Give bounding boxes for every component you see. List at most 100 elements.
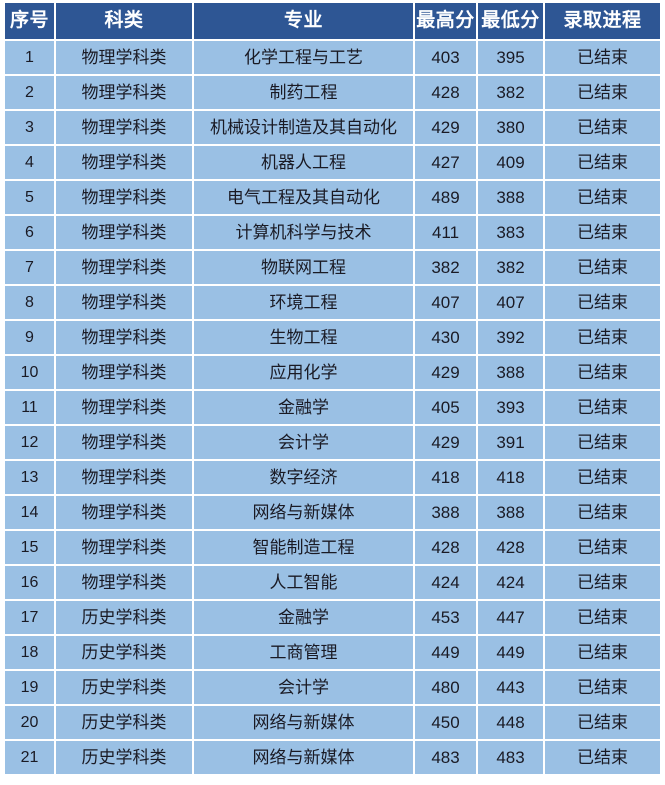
cell-major: 会计学 (194, 671, 415, 706)
cell-highest-score: 489 (415, 181, 478, 216)
cell-category: 历史学科类 (56, 636, 194, 671)
admissions-results-table: 序号 科类 专业 最高分 最低分 录取进程 1 物理学科类 化学工程与工艺 403 39… (5, 3, 660, 774)
cell-lowest-score: 395 (478, 41, 545, 76)
cell-major: 数字经济 (194, 461, 415, 496)
cell-index: 1 (5, 41, 56, 76)
cell-index: 4 (5, 146, 56, 181)
table-row: 6 物理学科类 计算机科学与技术 411 383 已结束 (5, 216, 660, 251)
cell-lowest-score: 391 (478, 426, 545, 461)
cell-major: 人工智能 (194, 566, 415, 601)
table-header-row: 序号 科类 专业 最高分 最低分 录取进程 (5, 3, 660, 41)
cell-category: 物理学科类 (56, 181, 194, 216)
cell-major: 应用化学 (194, 356, 415, 391)
cell-category: 历史学科类 (56, 741, 194, 774)
cell-lowest-score: 424 (478, 566, 545, 601)
cell-index: 8 (5, 286, 56, 321)
cell-category: 物理学科类 (56, 251, 194, 286)
cell-lowest-score: 428 (478, 531, 545, 566)
cell-lowest-score: 382 (478, 76, 545, 111)
cell-status: 已结束 (545, 461, 660, 496)
cell-highest-score: 429 (415, 356, 478, 391)
cell-major: 金融学 (194, 391, 415, 426)
cell-category: 物理学科类 (56, 41, 194, 76)
cell-major: 网络与新媒体 (194, 741, 415, 774)
cell-lowest-score: 418 (478, 461, 545, 496)
cell-category: 物理学科类 (56, 76, 194, 111)
cell-highest-score: 411 (415, 216, 478, 251)
cell-status: 已结束 (545, 636, 660, 671)
cell-highest-score: 427 (415, 146, 478, 181)
cell-index: 21 (5, 741, 56, 774)
cell-major: 会计学 (194, 426, 415, 461)
cell-lowest-score: 383 (478, 216, 545, 251)
cell-major: 金融学 (194, 601, 415, 636)
table-row: 9 物理学科类 生物工程 430 392 已结束 (5, 321, 660, 356)
cell-lowest-score: 388 (478, 496, 545, 531)
cell-index: 13 (5, 461, 56, 496)
cell-status: 已结束 (545, 216, 660, 251)
cell-lowest-score: 393 (478, 391, 545, 426)
cell-major: 物联网工程 (194, 251, 415, 286)
cell-index: 10 (5, 356, 56, 391)
cell-category: 物理学科类 (56, 391, 194, 426)
cell-status: 已结束 (545, 111, 660, 146)
table-row: 13 物理学科类 数字经济 418 418 已结束 (5, 461, 660, 496)
cell-status: 已结束 (545, 706, 660, 741)
cell-highest-score: 453 (415, 601, 478, 636)
cell-major: 生物工程 (194, 321, 415, 356)
table-row: 19 历史学科类 会计学 480 443 已结束 (5, 671, 660, 706)
cell-index: 14 (5, 496, 56, 531)
cell-highest-score: 388 (415, 496, 478, 531)
cell-status: 已结束 (545, 426, 660, 461)
cell-major: 智能制造工程 (194, 531, 415, 566)
cell-index: 19 (5, 671, 56, 706)
cell-index: 2 (5, 76, 56, 111)
cell-lowest-score: 392 (478, 321, 545, 356)
cell-highest-score: 480 (415, 671, 478, 706)
cell-index: 7 (5, 251, 56, 286)
cell-index: 15 (5, 531, 56, 566)
cell-highest-score: 449 (415, 636, 478, 671)
cell-category: 物理学科类 (56, 286, 194, 321)
cell-highest-score: 382 (415, 251, 478, 286)
cell-index: 5 (5, 181, 56, 216)
table-row: 21 历史学科类 网络与新媒体 483 483 已结束 (5, 741, 660, 774)
table-row: 7 物理学科类 物联网工程 382 382 已结束 (5, 251, 660, 286)
table-row: 1 物理学科类 化学工程与工艺 403 395 已结束 (5, 41, 660, 76)
cell-index: 20 (5, 706, 56, 741)
cell-major: 制药工程 (194, 76, 415, 111)
cell-index: 11 (5, 391, 56, 426)
table-row: 16 物理学科类 人工智能 424 424 已结束 (5, 566, 660, 601)
table-row: 8 物理学科类 环境工程 407 407 已结束 (5, 286, 660, 321)
cell-lowest-score: 447 (478, 601, 545, 636)
cell-status: 已结束 (545, 496, 660, 531)
cell-highest-score: 424 (415, 566, 478, 601)
cell-index: 12 (5, 426, 56, 461)
table-row: 14 物理学科类 网络与新媒体 388 388 已结束 (5, 496, 660, 531)
cell-status: 已结束 (545, 391, 660, 426)
cell-lowest-score: 407 (478, 286, 545, 321)
cell-lowest-score: 483 (478, 741, 545, 774)
cell-major: 计算机科学与技术 (194, 216, 415, 251)
cell-status: 已结束 (545, 356, 660, 391)
cell-major: 网络与新媒体 (194, 706, 415, 741)
table-row: 17 历史学科类 金融学 453 447 已结束 (5, 601, 660, 636)
cell-lowest-score: 380 (478, 111, 545, 146)
cell-category: 物理学科类 (56, 461, 194, 496)
cell-status: 已结束 (545, 251, 660, 286)
cell-major: 化学工程与工艺 (194, 41, 415, 76)
cell-status: 已结束 (545, 566, 660, 601)
cell-highest-score: 428 (415, 531, 478, 566)
cell-highest-score: 429 (415, 426, 478, 461)
cell-lowest-score: 388 (478, 356, 545, 391)
cell-index: 18 (5, 636, 56, 671)
cell-lowest-score: 382 (478, 251, 545, 286)
cell-category: 物理学科类 (56, 321, 194, 356)
cell-highest-score: 429 (415, 111, 478, 146)
cell-major: 环境工程 (194, 286, 415, 321)
cell-category: 物理学科类 (56, 426, 194, 461)
cell-status: 已结束 (545, 181, 660, 216)
cell-status: 已结束 (545, 146, 660, 181)
cell-lowest-score: 443 (478, 671, 545, 706)
